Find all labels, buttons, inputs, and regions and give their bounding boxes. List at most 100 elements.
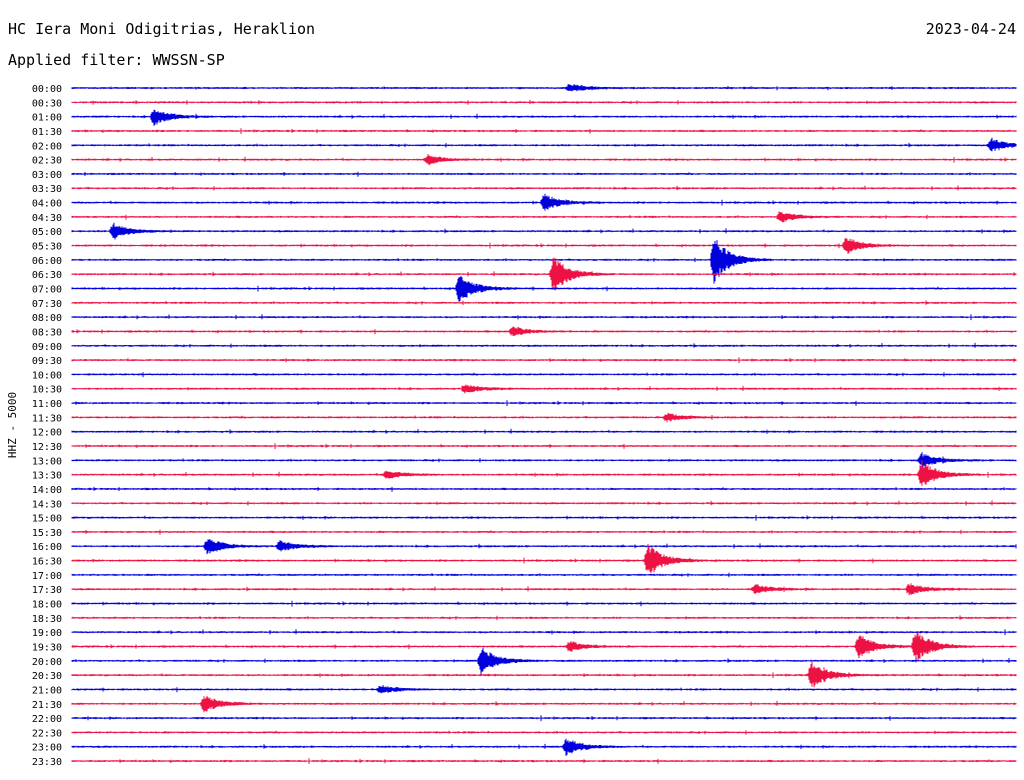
row-time-label: 02:30 <box>32 156 62 167</box>
trace-row <box>71 99 1017 105</box>
row-time-label: 17:00 <box>32 571 62 582</box>
row-time-label: 16:30 <box>32 557 62 568</box>
row-time-label: 01:30 <box>32 127 62 138</box>
trace-row <box>71 238 1017 254</box>
row-time-label: 23:30 <box>32 757 62 768</box>
trace-row <box>71 460 1017 486</box>
station-title: HC Iera Moni Odigitrias, Heraklion <box>8 20 316 38</box>
trace-row <box>71 128 1017 134</box>
trace-row <box>71 257 1017 291</box>
row-time-label: 09:30 <box>32 356 62 367</box>
trace-row <box>71 300 1017 305</box>
row-time-label: 07:30 <box>32 299 62 310</box>
row-time-label: 12:30 <box>32 442 62 453</box>
trace-row <box>71 685 1017 694</box>
trace-row <box>71 539 1017 555</box>
row-time-label: 19:00 <box>32 628 62 639</box>
row-time-label: 00:00 <box>32 84 62 95</box>
row-time-label: 23:00 <box>32 743 62 754</box>
trace-row <box>71 500 1017 506</box>
trace-row <box>71 193 1017 211</box>
trace-row <box>71 137 1017 152</box>
row-time-label: 00:30 <box>32 98 62 109</box>
record-date: 2023-04-24 <box>925 20 1016 38</box>
trace-row <box>71 629 1017 636</box>
trace-row <box>71 738 1017 756</box>
row-time-label: 10:00 <box>32 370 62 381</box>
trace-row <box>71 452 1017 468</box>
row-time-label: 12:00 <box>32 428 62 439</box>
row-time-label: 22:30 <box>32 728 62 739</box>
trace-row <box>71 400 1017 406</box>
row-time-label: 11:30 <box>32 413 62 424</box>
row-time-label: 06:00 <box>32 256 62 267</box>
row-time-label: 20:00 <box>32 657 62 668</box>
row-time-label: 13:30 <box>32 471 62 482</box>
trace-row <box>71 715 1017 722</box>
trace-row <box>71 615 1017 621</box>
trace-row <box>71 211 1017 223</box>
trace-row <box>71 342 1017 348</box>
trace-row <box>71 583 1017 596</box>
trace-row <box>71 514 1017 521</box>
trace-row <box>71 109 1017 126</box>
trace-row <box>71 222 1017 240</box>
row-time-label: 13:00 <box>32 456 62 467</box>
row-time-label: 09:00 <box>32 342 62 353</box>
row-time-label: 16:00 <box>32 542 62 553</box>
trace-row <box>71 647 1017 676</box>
row-time-label: 18:30 <box>32 614 62 625</box>
trace-row <box>71 372 1017 378</box>
row-time-label: 19:30 <box>32 642 62 653</box>
row-time-label: 05:00 <box>32 227 62 238</box>
trace-row <box>71 171 1017 177</box>
trace-row <box>71 185 1017 191</box>
row-time-label: 04:30 <box>32 213 62 224</box>
row-time-label: 21:30 <box>32 700 62 711</box>
row-time-label: 15:00 <box>32 514 62 525</box>
trace-row <box>71 544 1017 574</box>
trace-row <box>71 412 1017 423</box>
trace-row <box>71 661 1017 688</box>
trace-row <box>71 357 1017 364</box>
row-time-label: 05:30 <box>32 242 62 253</box>
filter-label: Applied filter: WWSSN-SP <box>8 51 225 69</box>
row-time-label: 20:30 <box>32 671 62 682</box>
trace-row <box>71 529 1017 535</box>
row-time-label: 14:00 <box>32 485 62 496</box>
trace-row <box>71 631 1017 661</box>
row-time-label: 07:00 <box>32 284 62 295</box>
row-time-label: 15:30 <box>32 528 62 539</box>
row-time-label: 14:30 <box>32 499 62 510</box>
row-time-label: 18:00 <box>32 600 62 611</box>
trace-row <box>71 84 1017 92</box>
row-time-label: 08:00 <box>32 313 62 324</box>
trace-row <box>71 730 1017 735</box>
row-time-label: 17:30 <box>32 585 62 596</box>
y-axis-label: HHZ - 5000 <box>6 392 19 458</box>
row-time-label: 11:00 <box>32 399 62 410</box>
row-time-label: 01:00 <box>32 113 62 124</box>
trace-row <box>71 572 1017 578</box>
trace-row <box>71 428 1017 434</box>
trace-row <box>71 486 1017 492</box>
row-time-label: 04:00 <box>32 199 62 210</box>
row-time-label: 22:00 <box>32 714 62 725</box>
row-time-label: 21:00 <box>32 685 62 696</box>
trace-row <box>71 758 1017 764</box>
trace-row <box>71 600 1017 607</box>
trace-row <box>71 314 1017 321</box>
trace-row <box>71 240 1017 284</box>
trace-row <box>71 696 1017 713</box>
trace-row <box>71 443 1017 449</box>
row-time-label: 08:30 <box>32 327 62 338</box>
row-time-label: 06:30 <box>32 270 62 281</box>
trace-row <box>71 384 1017 394</box>
trace-row <box>71 326 1017 336</box>
row-time-label: 03:30 <box>32 184 62 195</box>
trace-row <box>71 154 1017 166</box>
row-time-label: 02:00 <box>32 141 62 152</box>
row-time-label: 10:30 <box>32 385 62 396</box>
row-time-label: 03:00 <box>32 170 62 181</box>
